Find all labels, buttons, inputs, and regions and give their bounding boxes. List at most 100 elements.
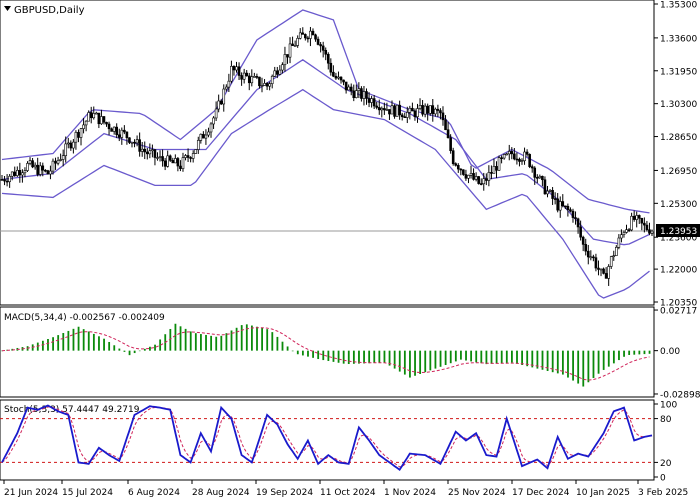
candle-body — [237, 66, 241, 76]
candle-body — [571, 210, 575, 218]
candle-body — [217, 100, 220, 110]
macd-bar — [230, 330, 233, 351]
candle-body — [214, 108, 218, 119]
candle-body — [385, 109, 389, 111]
candle-body — [326, 53, 330, 64]
candle-body — [431, 105, 435, 115]
candle-body — [355, 90, 358, 99]
candle-body — [643, 222, 646, 226]
macd-bar — [118, 348, 121, 351]
bollinger-middle-band — [1, 59, 650, 246]
candle-body — [602, 268, 605, 274]
candle-body — [143, 148, 147, 153]
macd-bar — [57, 335, 60, 351]
macd-bar — [536, 350, 539, 369]
candle-body — [520, 160, 524, 163]
candle-body — [464, 174, 468, 179]
candle-body — [84, 120, 88, 126]
candle-body — [620, 234, 623, 239]
candle-body — [296, 38, 299, 46]
macd-bar — [643, 350, 646, 355]
candle-body — [51, 160, 55, 172]
candle-body — [209, 123, 213, 133]
candle-body — [184, 155, 187, 158]
candle-body — [56, 160, 60, 164]
macd-bar — [465, 350, 467, 361]
macd-bar — [398, 350, 401, 372]
candle-body — [339, 76, 343, 81]
macd-bar — [240, 325, 243, 351]
candle-body — [232, 66, 236, 71]
macd-panel — [0, 306, 655, 398]
candle-body — [72, 141, 75, 149]
candle-body — [418, 105, 422, 109]
candle-body — [240, 75, 243, 80]
candle-body — [23, 170, 27, 174]
price-tick-label: 1.23600 — [660, 234, 697, 244]
candle-body — [372, 98, 376, 107]
candle-body — [288, 43, 292, 58]
candle-body — [538, 175, 542, 179]
macd-bar — [271, 332, 274, 351]
macd-bar — [113, 345, 116, 351]
macd-bar — [546, 350, 549, 371]
candle-body — [82, 124, 85, 129]
candle-body — [439, 110, 442, 114]
dropdown-arrow-icon[interactable] — [4, 6, 11, 11]
macd-tick-label: 0.00 — [660, 347, 680, 357]
candle-body — [107, 123, 111, 130]
candle-body — [77, 132, 80, 138]
macd-bar — [301, 350, 304, 356]
macd-bar — [235, 327, 238, 351]
candle-body — [594, 257, 598, 269]
macd-bar — [154, 344, 156, 351]
candle-body — [342, 79, 345, 83]
macd-bar — [368, 350, 371, 364]
macd-bar — [358, 350, 360, 364]
macd-bar — [577, 350, 580, 384]
macd-bar — [184, 328, 187, 351]
candle-body — [102, 116, 106, 123]
macd-bar — [291, 350, 294, 352]
candle-body — [444, 119, 447, 131]
candle-body — [319, 44, 322, 47]
macd-bar — [77, 326, 80, 351]
candle-body — [54, 160, 57, 164]
candle-body — [398, 104, 401, 116]
x-tick-label: 1 Nov 2024 — [384, 488, 436, 498]
candle-body — [564, 205, 567, 208]
candle-body — [648, 229, 651, 234]
candle-body — [138, 139, 141, 152]
macd-bar — [607, 350, 610, 367]
macd-bar — [373, 350, 376, 364]
candle-body — [89, 112, 93, 119]
candle-body — [3, 179, 6, 182]
macd-bar — [98, 336, 100, 351]
macd-bar — [444, 350, 447, 366]
macd-bar — [638, 350, 641, 355]
candle-body — [301, 32, 305, 35]
macd-bar — [189, 331, 192, 351]
candle-body — [273, 70, 277, 77]
stoch-title: Stoch(5,3,3) 57.4447 49.2719 — [4, 405, 140, 415]
candle-body — [449, 137, 452, 151]
candle-body — [120, 129, 124, 138]
candle-body — [408, 107, 412, 113]
candle-body — [260, 85, 264, 87]
macd-bar — [143, 348, 146, 351]
x-tick-label: 21 Jun 2024 — [4, 488, 58, 498]
macd-bar — [618, 350, 620, 361]
macd-bar — [352, 350, 355, 364]
candle-body — [15, 170, 19, 176]
candle-body — [388, 109, 391, 115]
macd-bar — [434, 350, 437, 369]
candle-body — [507, 151, 511, 155]
candle-body — [592, 256, 595, 259]
candle-body — [66, 142, 70, 145]
candle-body — [117, 134, 121, 138]
macd-bar — [261, 327, 263, 351]
last-price-value: 1.23953 — [660, 227, 697, 237]
x-tick-label: 6 Aug 2024 — [128, 488, 180, 498]
macd-bar — [592, 350, 595, 378]
candle-body — [645, 224, 649, 231]
